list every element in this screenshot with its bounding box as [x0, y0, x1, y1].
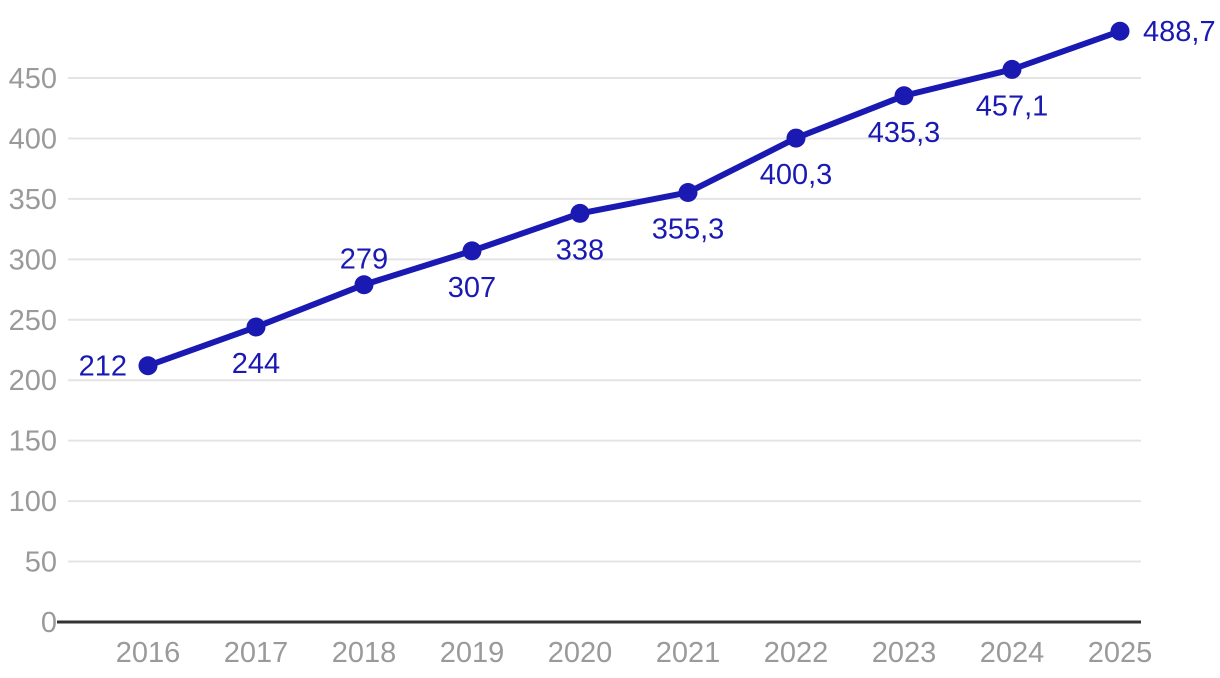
x-tick-label: 2018: [332, 637, 397, 669]
y-tick-label: 350: [9, 184, 57, 216]
y-tick-label: 300: [9, 244, 57, 276]
data-point-label: 457,1: [976, 90, 1049, 122]
x-tick-label: 2021: [656, 637, 721, 669]
data-point-label: 488,7: [1143, 16, 1216, 48]
data-point-markers: [138, 21, 1130, 376]
x-tick-label: 2016: [116, 637, 181, 669]
data-point-marker: [786, 128, 806, 148]
y-tick-label: 0: [41, 607, 57, 639]
data-point-marker: [246, 317, 266, 337]
y-axis-tick-labels: 0 50 100 150 200 250 300 350 400 450: [9, 63, 57, 639]
x-tick-label: 2017: [224, 637, 289, 669]
data-point-marker: [570, 203, 590, 223]
series-line: [145, 28, 1123, 369]
data-point-marker: [462, 241, 482, 261]
data-point-marker: [894, 86, 914, 106]
data-point-label: 307: [448, 272, 496, 304]
data-point-marker: [678, 182, 698, 202]
data-point-label: 435,3: [868, 117, 941, 149]
y-tick-label: 50: [25, 547, 57, 579]
y-tick-label: 250: [9, 305, 57, 337]
data-point-label: 212: [79, 351, 127, 383]
x-tick-label: 2022: [764, 637, 829, 669]
data-point-marker: [1002, 59, 1022, 79]
data-point-labels: 212 244 279 307 338 355,3 400,3 435,3 457,1 488,7: [79, 16, 1216, 382]
data-point-label: 355,3: [652, 213, 725, 245]
x-tick-label: 2019: [440, 637, 505, 669]
data-point-marker: [1110, 21, 1130, 41]
data-point-label: 279: [340, 244, 388, 276]
y-tick-label: 200: [9, 365, 57, 397]
data-point-label: 400,3: [760, 159, 833, 191]
data-point-marker: [354, 275, 374, 295]
x-tick-label: 2024: [980, 637, 1045, 669]
data-point-marker: [138, 356, 158, 376]
x-tick-label: 2025: [1088, 637, 1153, 669]
y-tick-label: 100: [9, 486, 57, 518]
gridlines: [68, 77, 1141, 563]
x-tick-label: 2020: [548, 637, 613, 669]
x-tick-label: 2023: [872, 637, 937, 669]
y-tick-label: 400: [9, 123, 57, 155]
data-point-label: 244: [232, 348, 280, 380]
x-axis-tick-labels: 2016 2017 2018 2019 2020 2021 2022 2023 2024 2025: [116, 637, 1153, 669]
data-point-label: 338: [556, 234, 604, 266]
y-tick-label: 150: [9, 426, 57, 458]
y-tick-label: 450: [9, 63, 57, 95]
